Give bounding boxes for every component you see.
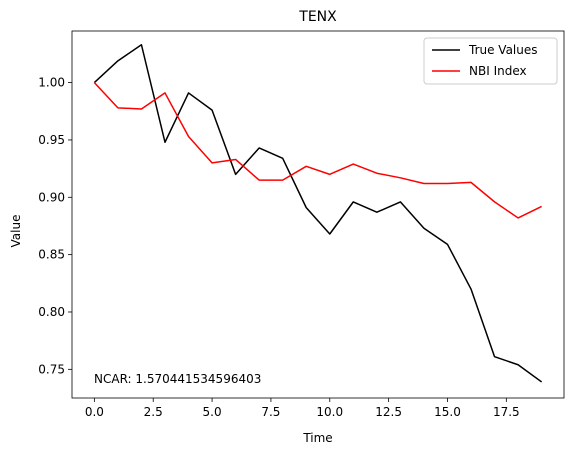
y-tick-label: 0.95 — [38, 133, 65, 147]
plot-lines — [93, 44, 543, 383]
y-tick-label: 0.80 — [38, 305, 65, 319]
axes-border — [71, 30, 565, 399]
x-tick-label: 2.5 — [144, 405, 163, 419]
x-tick-label: 15.0 — [434, 405, 461, 419]
y-tick-label: 0.85 — [38, 248, 65, 262]
legend-label-0: True Values — [468, 43, 538, 57]
legend: True Values NBI Index — [423, 37, 558, 85]
ncar-annotation: NCAR: 1.570441534596403 — [94, 372, 261, 386]
x-tick-label: 7.5 — [261, 405, 280, 419]
y-tick-label: 1.00 — [38, 76, 65, 90]
series-line-0 — [93, 44, 543, 383]
x-axis-label: Time — [302, 431, 332, 445]
x-tick-label: 10.0 — [316, 405, 343, 419]
y-tick-label: 0.90 — [38, 190, 65, 204]
y-tick-label: 0.75 — [38, 362, 65, 376]
y-axis-ticks: 0.75 0.80 0.85 0.90 0.95 1.00 — [38, 76, 72, 376]
x-tick-label: 0.0 — [85, 405, 104, 419]
series-line-1 — [93, 82, 542, 219]
chart-title: TENX — [298, 9, 337, 25]
x-tick-label: 5.0 — [203, 405, 222, 419]
x-tick-label: 12.5 — [375, 405, 402, 419]
x-tick-label: 17.5 — [493, 405, 520, 419]
x-axis-ticks: 0.0 2.5 5.0 7.5 10.0 12.5 15.0 17.5 — [85, 398, 520, 419]
axes-frame — [71, 30, 565, 399]
y-axis-label: Value — [9, 215, 23, 248]
legend-label-1: NBI Index — [469, 64, 527, 78]
